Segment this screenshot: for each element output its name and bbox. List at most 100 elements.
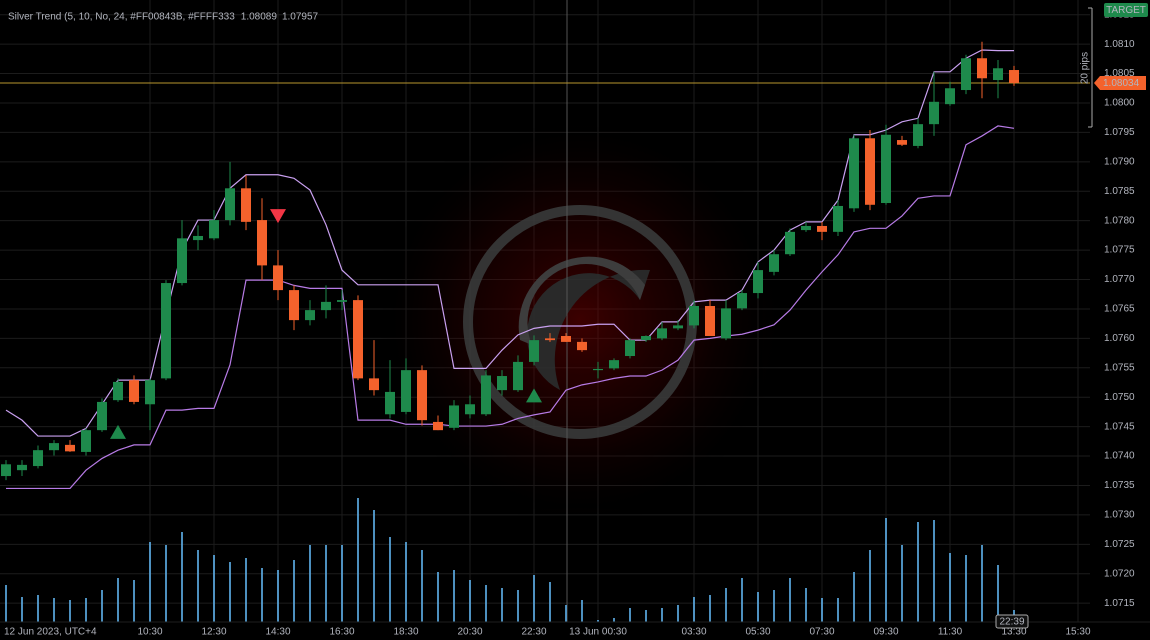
y-tick-label: 1.0805: [1104, 68, 1135, 79]
range-label: 20 pips: [1080, 52, 1091, 84]
price-axis-background: [1090, 0, 1150, 640]
axes: 1.08151.08101.08051.08001.07951.07901.07…: [137, 9, 1146, 638]
volume-bar: [997, 565, 999, 622]
volume-bar: [197, 550, 199, 622]
volume-bar: [373, 510, 375, 622]
candle-body: [609, 360, 619, 369]
volume-bar: [405, 542, 407, 622]
x-tick-label: 20:30: [457, 627, 482, 638]
candle-body: [177, 238, 187, 284]
candle-body: [449, 405, 459, 428]
x-tick-label: 13:30: [1001, 627, 1026, 638]
indicator-value: 1.08089: [241, 12, 278, 23]
candle-body: [17, 464, 27, 471]
volume-bar: [693, 597, 695, 622]
volume-bar: [741, 578, 743, 622]
volume-bar: [597, 620, 599, 622]
y-tick-label: 1.0780: [1104, 215, 1135, 226]
countdown: 22:39: [999, 617, 1024, 628]
indicator-title: Silver Trend (5, 10, No, 24, #FF00843B, …: [8, 12, 235, 23]
volume-bar: [165, 545, 167, 622]
candle-body: [1009, 70, 1019, 83]
candle-body: [593, 368, 603, 371]
x-tick-label: 12:30: [201, 627, 226, 638]
band-line: [5, 49, 1014, 437]
x-tick-label: 09:30: [873, 627, 898, 638]
volume-bar: [469, 580, 471, 622]
candle-body: [497, 376, 507, 391]
candle-body: [753, 270, 763, 294]
candle-body: [913, 124, 923, 146]
volume-bar: [613, 618, 615, 622]
candle-body: [689, 305, 699, 326]
candle-body: [417, 370, 427, 421]
candle-body: [241, 188, 251, 222]
candle-body: [561, 336, 571, 342]
x-tick-label: 11:30: [938, 627, 963, 638]
volume-bar: [661, 608, 663, 622]
candle-body: [929, 101, 939, 125]
volume-bar: [965, 555, 967, 622]
volume-bar: [549, 582, 551, 622]
volume-bar: [277, 570, 279, 622]
volume-bar: [117, 578, 119, 622]
volume-bar: [533, 575, 535, 622]
logo-glow: [370, 110, 790, 530]
volume-bar: [325, 545, 327, 622]
volume-bar: [149, 542, 151, 622]
candle-body: [145, 380, 155, 405]
volume-bar: [917, 522, 919, 622]
volume-bar: [453, 570, 455, 622]
x-tick-label: 05:30: [745, 627, 770, 638]
x-tick-label: 16:30: [329, 627, 354, 638]
candle-body: [337, 300, 347, 302]
candle-body: [465, 404, 475, 415]
volume-bar: [821, 598, 823, 622]
candle-body: [257, 220, 267, 266]
candle-body: [481, 375, 491, 415]
volume-bar: [101, 590, 103, 622]
candle-body: [881, 134, 891, 204]
target-badge: [1104, 3, 1148, 17]
volume-bar: [885, 518, 887, 622]
volume-bar: [133, 580, 135, 622]
target-label: TARGET: [1106, 5, 1146, 16]
candle-body: [305, 310, 315, 321]
candle-body: [401, 370, 411, 412]
candle-body: [193, 235, 203, 241]
volume-bar: [213, 555, 215, 622]
volume-bar: [645, 610, 647, 622]
candle-body: [801, 225, 811, 231]
candle-body: [513, 361, 523, 391]
date-caption: 12 Jun 2023, UTC+4: [4, 627, 97, 638]
candle-body: [849, 138, 859, 209]
volume-bar: [805, 588, 807, 622]
candle-body: [529, 340, 539, 362]
y-tick-label: 1.0770: [1104, 274, 1135, 285]
volume-bar: [853, 572, 855, 622]
candle-body: [705, 305, 715, 337]
x-tick-label: 14:30: [265, 627, 290, 638]
candle-body: [65, 444, 75, 452]
volume-bar: [949, 553, 951, 622]
y-tick-label: 1.0745: [1104, 421, 1135, 432]
price-tag: [1094, 75, 1146, 90]
range-bracket: 20 pips: [1080, 7, 1093, 128]
candle-body: [81, 430, 91, 452]
y-tick-label: 1.0720: [1104, 568, 1135, 579]
candle-body: [817, 225, 827, 232]
volume-bar: [629, 608, 631, 622]
volume-bar: [421, 550, 423, 622]
candle-body: [289, 290, 299, 321]
y-tick-label: 1.0760: [1104, 333, 1135, 344]
x-tick-label: 22:30: [521, 627, 546, 638]
band-line: [6, 125, 1015, 490]
candle-body: [33, 450, 43, 467]
candle-body: [273, 265, 283, 291]
x-tick-label: 13 Jun 00:30: [569, 627, 627, 638]
y-tick-label: 1.0755: [1104, 362, 1135, 373]
y-tick-label: 1.0750: [1104, 392, 1135, 403]
volume-bar: [229, 562, 231, 622]
candle-body: [785, 231, 795, 255]
